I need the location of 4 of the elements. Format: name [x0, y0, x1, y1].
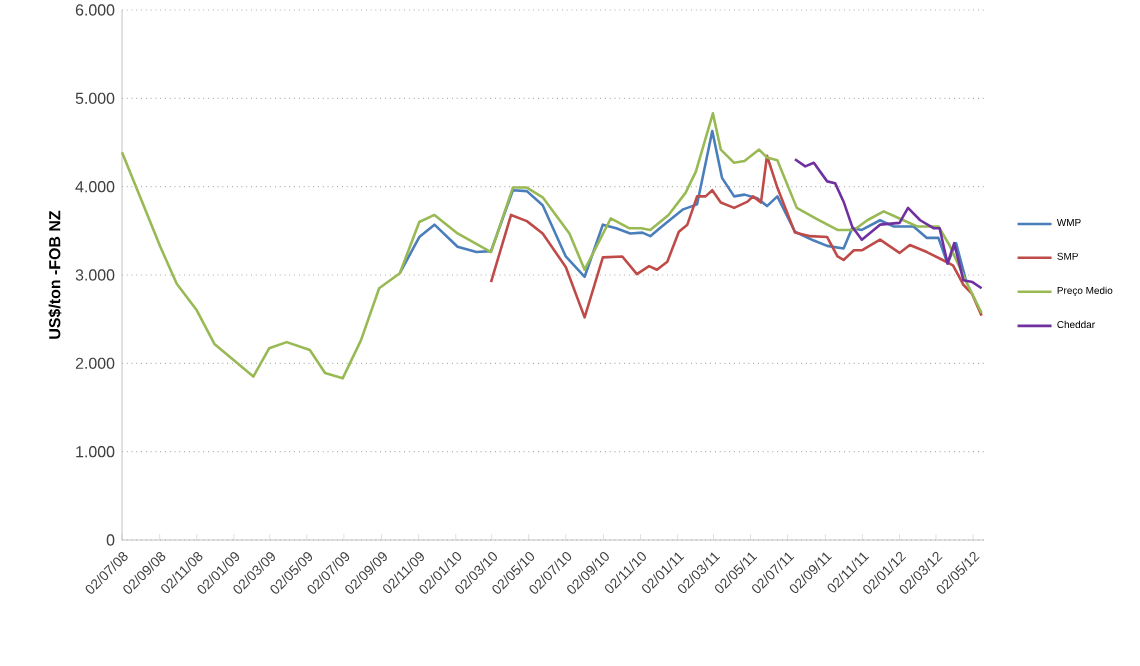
- line-series: [793, 157, 983, 290]
- line-series: [489, 154, 983, 319]
- line-series: [120, 112, 983, 380]
- line-series: [398, 129, 968, 284]
